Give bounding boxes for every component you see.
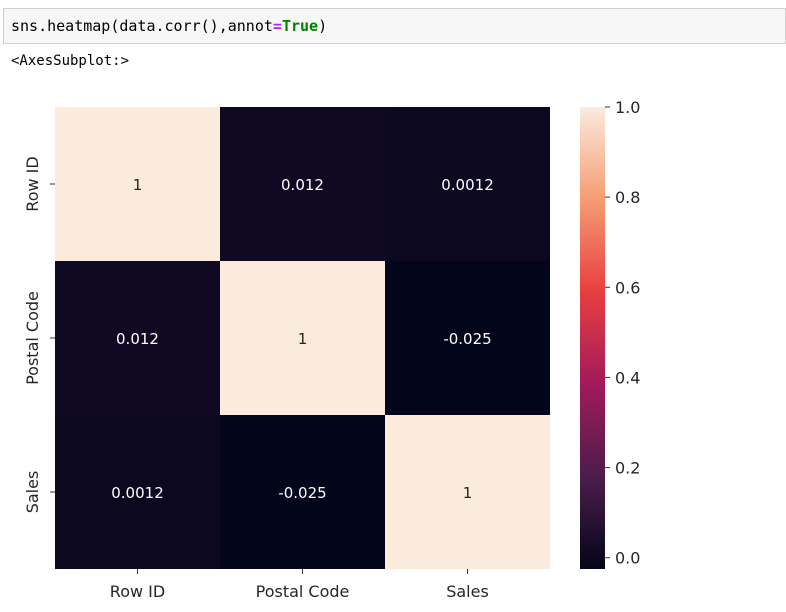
x-tick-label: Postal Code (256, 582, 350, 601)
cell-annotation: 1 (133, 176, 143, 194)
y-tick-label: Sales (23, 471, 42, 514)
heatmap-cell-row-id-postal-code (220, 107, 385, 261)
y-tick-label: Row ID (23, 156, 42, 211)
heatmap-cell-sales-sales (385, 415, 550, 569)
x-tick-label: Row ID (110, 582, 165, 601)
colorbar-tick-label: 0.6 (615, 278, 640, 297)
heatmap-cell-row-id-row-id (55, 107, 220, 261)
heatmap-cells (55, 107, 550, 569)
cell-annotation: 0.0012 (441, 176, 494, 194)
code-text: sns.heatmap(data.corr(),annot (11, 17, 273, 35)
colorbar-tick-label: 0.2 (615, 459, 640, 478)
code-operator: = (272, 17, 282, 35)
cell-annotation: 1 (463, 484, 473, 502)
cell-output-text: <AxesSubplot:> (11, 53, 130, 69)
code-cell[interactable]: sns.heatmap(data.corr(),annot=True) (3, 8, 786, 44)
heatmap-cell-sales-postal-code (220, 415, 385, 569)
cell-annotation: 0.012 (281, 176, 324, 194)
heatmap-cell-sales-row-id (55, 415, 220, 569)
cell-annotation: 0.0012 (111, 484, 164, 502)
y-axis-ticks: Row ID Postal Code Sales (23, 156, 55, 513)
colorbar-tick-label: 1.0 (615, 98, 640, 117)
heatmap-annotations: 1 0.012 0.0012 0.012 1 -0.025 0.0012 -0.025 1 (111, 176, 494, 502)
heatmap-cell-postal-code-sales (385, 261, 550, 415)
colorbar-tick-label: 0.0 (615, 549, 640, 568)
heatmap-cell-postal-code-row-id (55, 261, 220, 415)
colorbar-gradient (580, 107, 605, 569)
cell-annotation: -0.025 (443, 330, 491, 348)
colorbar: 0.0 0.2 0.4 0.6 0.8 1.0 (580, 98, 640, 569)
y-tick-label: Postal Code (23, 291, 42, 385)
cell-annotation: 0.012 (116, 330, 159, 348)
cell-annotation: 1 (298, 330, 308, 348)
heatmap-cell-postal-code-postal-code (220, 261, 385, 415)
x-tick-label: Sales (446, 582, 489, 601)
cell-annotation: -0.025 (278, 484, 326, 502)
x-axis-ticks: Row ID Postal Code Sales (110, 569, 489, 601)
heatmap-cell-row-id-sales (385, 107, 550, 261)
code-paren: ) (318, 17, 328, 35)
colorbar-tick-label: 0.8 (615, 188, 640, 207)
code-keyword-true: True (281, 17, 319, 35)
colorbar-tick-label: 0.4 (615, 368, 640, 387)
